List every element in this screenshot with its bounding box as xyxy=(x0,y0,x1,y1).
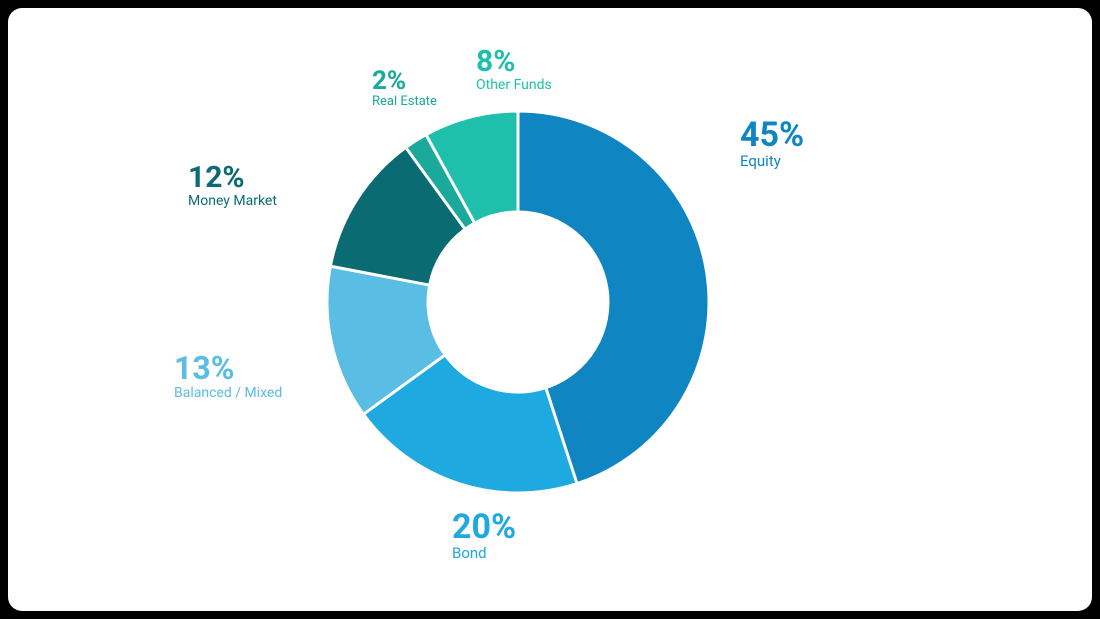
label-balanced: 13%Balanced / Mixed xyxy=(174,352,282,400)
label-equity-percent: 45% xyxy=(740,118,804,154)
label-bond: 20%Bond xyxy=(452,510,516,561)
donut-chart: 45%Equity 20%Bond 13%Balanced / Mixed 12%Mo… xyxy=(8,8,1092,611)
label-money-market-percent: 12% xyxy=(188,162,277,194)
label-balanced-name: Balanced / Mixed xyxy=(174,386,282,401)
label-other-funds: 8%Other Funds xyxy=(476,46,552,92)
label-real-estate-name: Real Estate xyxy=(372,95,437,109)
label-other-funds-percent: 8% xyxy=(476,46,552,78)
label-bond-percent: 20% xyxy=(452,510,516,546)
label-money-market: 12%Money Market xyxy=(188,162,277,208)
label-real-estate-percent: 2% xyxy=(372,68,437,95)
chart-frame: 45%Equity 20%Bond 13%Balanced / Mixed 12%Mo… xyxy=(8,8,1092,611)
label-equity: 45%Equity xyxy=(740,118,804,169)
donut-svg xyxy=(8,8,1092,611)
label-other-funds-name: Other Funds xyxy=(476,78,552,93)
label-balanced-percent: 13% xyxy=(174,352,282,386)
label-real-estate: 2%Real Estate xyxy=(372,68,437,109)
label-bond-name: Bond xyxy=(452,546,516,562)
label-equity-name: Equity xyxy=(740,154,804,170)
label-money-market-name: Money Market xyxy=(188,194,277,209)
